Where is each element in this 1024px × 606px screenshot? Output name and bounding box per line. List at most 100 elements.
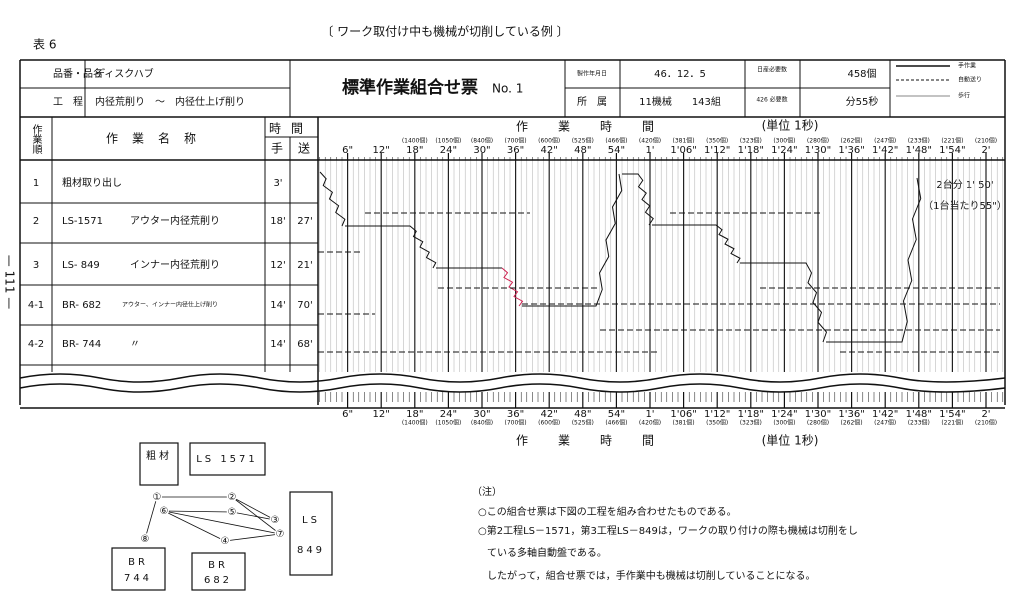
time-tick-label: 36" xyxy=(507,409,524,420)
time-tick-label: 1' xyxy=(645,409,654,420)
time-tick-count: (221個) xyxy=(941,419,963,427)
time-tick-count: (247個) xyxy=(874,419,896,427)
table-label: 表 6 xyxy=(33,38,56,52)
row-name: インナー内径荒削り xyxy=(130,258,220,271)
item-label: 品番・品名 xyxy=(53,67,103,80)
time-tick-count: (262個) xyxy=(841,419,863,427)
process: 内径荒削り 〜 内径仕上げ削り xyxy=(95,95,245,108)
time-tick-label: 1'12" xyxy=(704,145,730,156)
col-unit: (単位 1秒) xyxy=(762,118,819,133)
time-tick-label: 36" xyxy=(507,145,524,156)
time-tick-label: 1'30" xyxy=(805,145,831,156)
time-tick-label: 30" xyxy=(473,409,490,420)
machine-box xyxy=(139,442,179,486)
time-tick-count: (300個) xyxy=(773,419,795,427)
note-line: ○第2工程LS－1571，第3工程LS－849は，ワークの取り付けの際も機械は切… xyxy=(478,524,858,537)
break-line xyxy=(19,383,1006,393)
walk-trace xyxy=(319,171,502,269)
walk-trace xyxy=(501,267,524,307)
machine-box xyxy=(289,491,333,576)
takt: 分55秒 xyxy=(846,95,879,108)
time-tick-label: 1'42" xyxy=(872,409,898,420)
station: ⑤ xyxy=(228,507,237,518)
date: 46．12．5 xyxy=(654,69,706,80)
row-order: 4-1 xyxy=(28,300,44,311)
time-tick-label: 6" xyxy=(342,145,353,156)
daily: 458個 xyxy=(847,67,876,80)
flow-arrow xyxy=(144,496,158,540)
machine-label: BR xyxy=(128,557,148,568)
date-label: 製作年月日 xyxy=(577,70,607,78)
time-tick-count: (280個) xyxy=(807,137,829,145)
time-tick-count: (300個) xyxy=(773,137,795,145)
row-hand: 14' xyxy=(270,300,285,311)
col-hand: 手 xyxy=(271,142,283,156)
time-tick-label: 12" xyxy=(373,145,390,156)
time-tick-label: 1'18" xyxy=(738,409,764,420)
page-number: — 111 — xyxy=(3,255,17,310)
machine-label: 682 xyxy=(204,575,232,586)
time-tick-label: 1'42" xyxy=(872,145,898,156)
time-tick-label: 24" xyxy=(440,409,457,420)
time-tick-label: 2' xyxy=(981,145,990,156)
row-feed: 27' xyxy=(297,216,312,227)
time-tick-count: (262個) xyxy=(841,137,863,145)
dept-label: 所 属 xyxy=(577,96,607,108)
row-order: 3 xyxy=(33,260,39,271)
row-hand: 14' xyxy=(270,339,285,350)
time-tick-label: 42" xyxy=(541,409,558,420)
time-tick-label: 1'06" xyxy=(670,145,696,156)
station: ② xyxy=(228,492,237,503)
station: ① xyxy=(153,492,162,503)
time-tick-count: (381個) xyxy=(673,419,695,427)
row-order: 4-2 xyxy=(28,339,44,350)
time-tick-label: 1'30" xyxy=(805,409,831,420)
flow-arrow xyxy=(224,533,281,542)
time-tick-label: 30" xyxy=(473,145,490,156)
time-tick-label: 1' xyxy=(645,145,654,156)
time-tick-count: (466個) xyxy=(605,137,627,145)
form-number: No. 1 xyxy=(492,82,523,96)
time-tick-count: (350個) xyxy=(706,137,728,145)
legend-label: 歩行 xyxy=(958,92,970,100)
time-tick-label: 54" xyxy=(608,409,625,420)
time-tick-label: 48" xyxy=(574,145,591,156)
time-tick-count: (840個) xyxy=(471,419,493,427)
time-tick-count: (233個) xyxy=(908,419,930,427)
time-tick-count: (280個) xyxy=(807,419,829,427)
time-tick-count: (323個) xyxy=(740,419,762,427)
bottom-unit-label: (単位 1秒) xyxy=(762,433,819,448)
time-tick-count: (1050個) xyxy=(435,419,461,427)
time-tick-count: (525個) xyxy=(572,137,594,145)
time-tick-label: 1'24" xyxy=(771,145,797,156)
machine-box xyxy=(111,547,166,591)
time-tick-count: (1400個) xyxy=(402,137,428,145)
col-order: 作業順 xyxy=(30,124,42,155)
time-tick-count: (350個) xyxy=(706,419,728,427)
station: ⑧ xyxy=(141,534,150,545)
time-tick-label: 1'06" xyxy=(670,409,696,420)
row-code: BR- 744 xyxy=(62,339,101,350)
machine-label: 744 xyxy=(124,573,152,584)
legend-label: 手作業 xyxy=(958,62,976,70)
time-tick-count: (420個) xyxy=(639,419,661,427)
time-tick-label: 1'54" xyxy=(939,145,965,156)
row-hand: 18' xyxy=(270,216,285,227)
flow-arrow xyxy=(231,496,281,535)
time-tick-count: (247個) xyxy=(874,137,896,145)
row-name: 粗材取り出し xyxy=(62,176,122,189)
time-tick-count: (420個) xyxy=(639,137,661,145)
time-tick-count: (381個) xyxy=(673,137,695,145)
flow-arrow xyxy=(163,510,233,513)
time-tick-label: 1'36" xyxy=(838,145,864,156)
time-tick-count: (210個) xyxy=(975,419,997,427)
machine-box xyxy=(189,442,266,476)
flow-arrow xyxy=(231,496,276,521)
time-tick-label: 18" xyxy=(406,409,423,420)
time-tick-label: 42" xyxy=(541,145,558,156)
row-name: アウター内径荒削り xyxy=(130,214,220,227)
page-title: 〔 ワーク取付け中も機械が切削している例 〕 xyxy=(321,24,568,39)
time-tick-label: 24" xyxy=(440,145,457,156)
takt-label: 426 必要数 xyxy=(756,96,787,104)
